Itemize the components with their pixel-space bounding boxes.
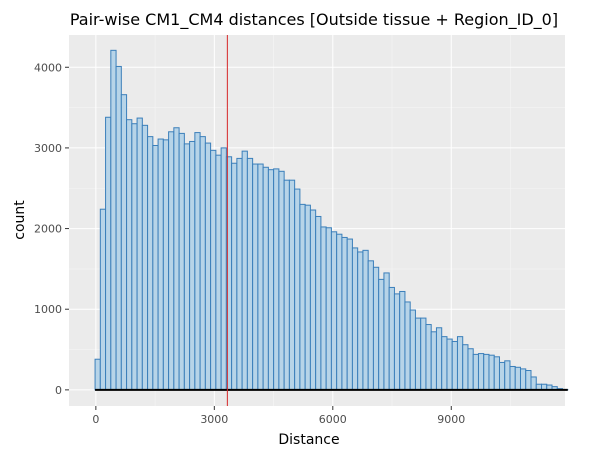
histogram-bar bbox=[215, 154, 222, 391]
histogram-bar bbox=[157, 138, 164, 391]
histogram-bar bbox=[462, 344, 469, 391]
histogram-bar bbox=[346, 238, 353, 391]
histogram-bar bbox=[152, 144, 159, 391]
histogram-bar bbox=[194, 132, 201, 391]
histogram-bar bbox=[341, 236, 348, 391]
axis-ticks: 0 3000 6000 9000 0 1000 2000 3000 4000 bbox=[34, 61, 465, 426]
histogram-bar bbox=[273, 168, 280, 391]
histogram-bar bbox=[514, 366, 521, 391]
histogram-bar bbox=[472, 353, 479, 391]
histogram-bar bbox=[183, 143, 191, 391]
y-tick-label: 0 bbox=[55, 384, 62, 397]
histogram-bar bbox=[504, 360, 511, 391]
histogram-bar bbox=[278, 170, 285, 391]
histogram-bar bbox=[110, 49, 117, 391]
histogram-bar bbox=[483, 353, 490, 391]
histogram-bar bbox=[351, 247, 359, 391]
histogram-bar bbox=[451, 340, 458, 391]
histogram-bar bbox=[336, 233, 343, 391]
histogram-bar bbox=[315, 215, 322, 391]
histogram-bar bbox=[299, 203, 306, 391]
y-tick-label: 3000 bbox=[34, 142, 62, 155]
chart-title: Pair-wise CM1_CM4 distances [Outside tis… bbox=[70, 10, 558, 30]
histogram-bar bbox=[267, 169, 275, 391]
histogram-bar bbox=[325, 227, 332, 391]
y-tick-label: 1000 bbox=[34, 303, 62, 316]
histogram-bar bbox=[246, 157, 254, 391]
histogram-bar bbox=[409, 309, 416, 391]
histogram-bar bbox=[309, 209, 317, 391]
histogram-bar bbox=[388, 286, 395, 391]
y-axis-label: count bbox=[12, 200, 28, 240]
histogram-bar bbox=[320, 226, 327, 391]
histogram-bar bbox=[141, 124, 149, 391]
histogram-bar bbox=[467, 348, 474, 391]
histogram-bar bbox=[262, 166, 269, 391]
x-tick-label: 6000 bbox=[319, 413, 347, 426]
histogram-bar bbox=[393, 293, 401, 391]
histogram-bar bbox=[136, 117, 143, 391]
histogram-bar bbox=[210, 149, 217, 391]
histogram-bar bbox=[425, 324, 432, 391]
histogram-bar bbox=[404, 301, 411, 391]
histogram-bar bbox=[220, 147, 227, 391]
histogram-bar bbox=[231, 162, 238, 391]
histogram-bar bbox=[367, 260, 374, 391]
y-tick-label: 2000 bbox=[34, 223, 62, 236]
x-axis-label: Distance bbox=[278, 432, 339, 448]
histogram-bar bbox=[131, 123, 138, 391]
histogram-bar bbox=[441, 336, 448, 391]
histogram-bar bbox=[199, 136, 206, 391]
histogram-bar bbox=[204, 142, 212, 391]
histogram-bar bbox=[257, 163, 264, 391]
histogram-bar bbox=[241, 150, 248, 391]
histogram-bar bbox=[330, 231, 338, 391]
histogram-bar bbox=[493, 356, 500, 391]
histogram-bar bbox=[115, 65, 122, 391]
histogram-bar bbox=[519, 368, 527, 391]
histogram-bar bbox=[530, 376, 537, 391]
histogram-bar bbox=[147, 136, 154, 391]
histogram-bar bbox=[362, 249, 369, 391]
histogram-bar bbox=[120, 94, 128, 391]
histogram-bar bbox=[236, 157, 243, 391]
histogram-bar bbox=[288, 179, 296, 391]
histogram-bar bbox=[435, 327, 443, 391]
x-tick-label: 9000 bbox=[437, 413, 465, 426]
histogram-bar bbox=[399, 290, 406, 391]
histogram-bar bbox=[173, 127, 180, 391]
histogram-bar bbox=[430, 331, 437, 391]
histogram-bar bbox=[378, 278, 385, 391]
histogram-bar bbox=[162, 139, 170, 391]
histogram-bar bbox=[414, 317, 422, 391]
histogram-bar bbox=[252, 163, 259, 391]
histogram-bar bbox=[283, 179, 290, 391]
histogram-bar bbox=[357, 251, 364, 391]
histogram-bar bbox=[189, 140, 196, 391]
histogram-bar bbox=[372, 266, 380, 391]
histogram-bar bbox=[446, 338, 453, 391]
x-tick-label: 3000 bbox=[200, 413, 228, 426]
histogram-bar bbox=[304, 204, 311, 391]
histogram-bar bbox=[105, 116, 112, 391]
histogram-bar bbox=[420, 317, 427, 391]
histogram-bar bbox=[525, 370, 532, 391]
histogram-bar bbox=[178, 132, 185, 391]
histogram-bar bbox=[383, 272, 390, 391]
x-tick-label: 0 bbox=[92, 413, 99, 426]
histogram-bar bbox=[509, 365, 516, 391]
histogram-bar bbox=[488, 354, 495, 391]
histogram-bar bbox=[126, 119, 133, 391]
histogram-bar bbox=[477, 353, 485, 391]
histogram-bar bbox=[94, 358, 101, 391]
y-tick-label: 4000 bbox=[34, 61, 62, 74]
histogram-bar bbox=[99, 208, 107, 391]
histogram-bar bbox=[294, 188, 301, 391]
histogram-bars bbox=[94, 49, 569, 391]
histogram-bar bbox=[456, 336, 464, 391]
histogram-bar bbox=[498, 361, 506, 391]
histogram-bar bbox=[168, 131, 175, 391]
